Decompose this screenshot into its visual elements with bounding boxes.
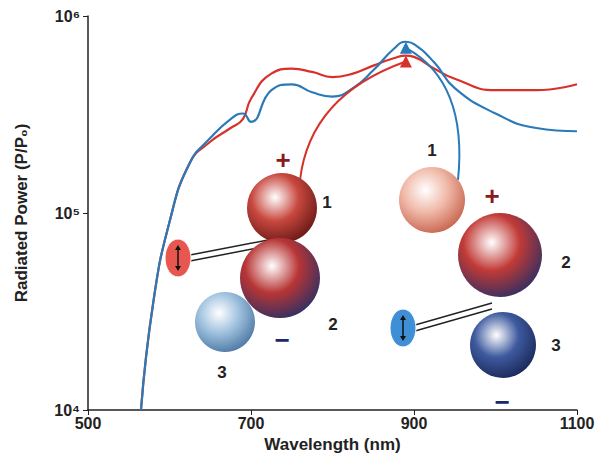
svg-text:+: + <box>484 181 499 211</box>
svg-text:3: 3 <box>217 363 226 382</box>
svg-text:1100: 1100 <box>560 415 595 432</box>
svg-text:−: − <box>494 387 509 417</box>
svg-text:900: 900 <box>401 415 428 432</box>
svg-text:700: 700 <box>238 415 265 432</box>
svg-text:1: 1 <box>322 193 331 212</box>
svg-text:2: 2 <box>328 315 337 334</box>
svg-text:2: 2 <box>561 253 570 272</box>
svg-text:1: 1 <box>427 141 436 160</box>
svg-text:Wavelength (nm): Wavelength (nm) <box>264 435 400 454</box>
svg-text:500: 500 <box>75 415 102 432</box>
svg-text:3: 3 <box>551 336 560 355</box>
svg-text:10⁴: 10⁴ <box>54 401 80 419</box>
svg-text:10⁵: 10⁵ <box>55 205 80 222</box>
svg-text:Radiated Power (P/P₀): Radiated Power (P/P₀) <box>12 124 31 303</box>
svg-text:+: + <box>275 145 290 175</box>
svg-text:−: − <box>274 325 289 355</box>
svg-text:10⁶: 10⁶ <box>55 8 80 25</box>
